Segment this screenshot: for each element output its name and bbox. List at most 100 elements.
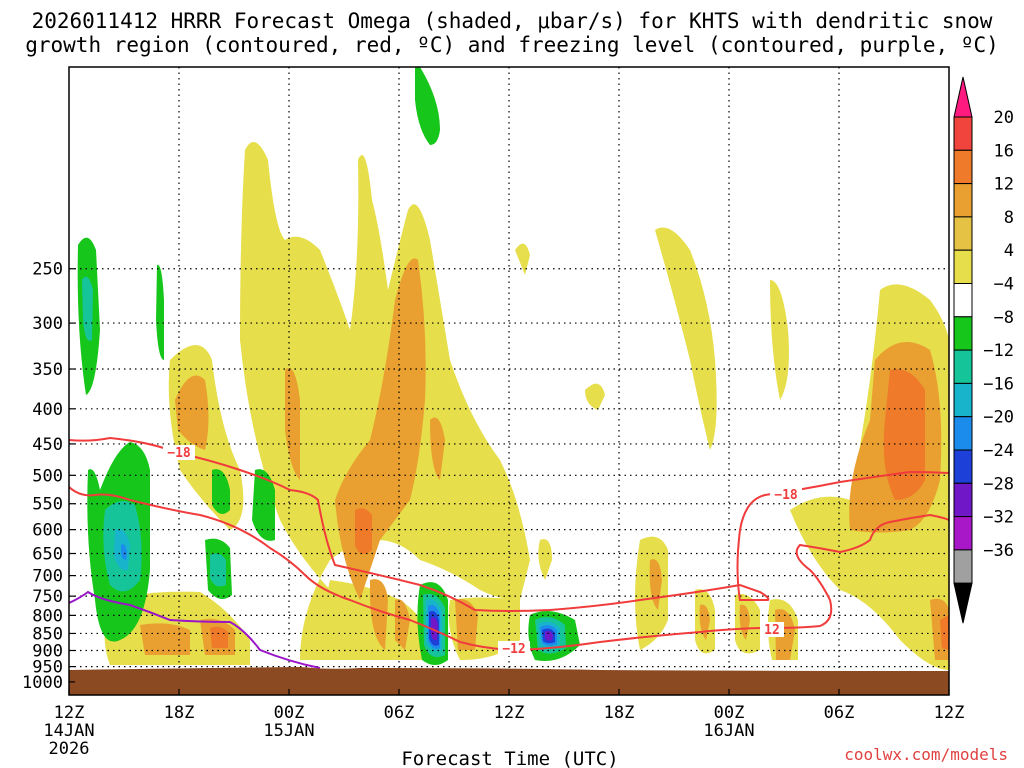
omega-region: [355, 508, 372, 554]
colorbar-label: −28: [983, 474, 1014, 494]
colorbar-label: −20: [983, 408, 1014, 428]
colorbar-swatch: [953, 516, 973, 551]
omega-region: [210, 553, 226, 587]
omega-region: [252, 469, 275, 541]
x-axis-title: Forecast Time (UTC): [401, 748, 618, 768]
omega-region: [545, 631, 553, 641]
omega-region: [370, 579, 388, 650]
colorbar-swatch: [953, 382, 973, 418]
x-tick-label: 18Z: [604, 703, 635, 723]
colorbar-label: −24: [983, 441, 1014, 461]
omega-region: [775, 609, 795, 660]
y-tick-label: 850: [32, 624, 63, 644]
colorbar-top-arrow: [953, 76, 973, 118]
omega-region: [415, 67, 440, 145]
omega-region: [538, 539, 552, 580]
omega-region: [82, 276, 93, 341]
colorbar-swatch: [953, 116, 973, 151]
y-tick-label: 600: [32, 521, 63, 541]
y-tick-label: 400: [32, 400, 63, 420]
omega-region: [431, 617, 438, 641]
y-tick-label: 950: [32, 658, 63, 678]
y-tick-label: 300: [32, 314, 63, 334]
x-tick-date: 15JAN: [263, 721, 314, 741]
colorbar-label: −8: [994, 308, 1014, 328]
contour-label: −18: [167, 446, 191, 461]
x-tick-label: 12Z: [934, 703, 965, 723]
y-tick-label: 750: [32, 587, 63, 607]
y-tick-label: 1000: [22, 673, 63, 693]
omega-region: [515, 243, 530, 275]
freezing-level-contour: [69, 590, 321, 669]
omega-region: [940, 615, 949, 650]
omega-region: [739, 604, 750, 640]
omega-region: [140, 623, 190, 655]
x-tick-label: 18Z: [164, 703, 195, 723]
contour-label-bg: [163, 445, 195, 460]
colorbar-swatch: [953, 416, 973, 451]
y-tick-label: 450: [32, 435, 63, 455]
y-axis: 2503003504004505005506006507007508008509…: [22, 260, 75, 693]
omega-region: [210, 626, 228, 648]
dgz-contour: [69, 486, 949, 652]
colorbar-swatch: [953, 216, 973, 251]
colorbar-swatch: [953, 149, 973, 185]
omega-region: [156, 264, 164, 360]
x-tick-year: 2026: [49, 739, 90, 759]
dgz-contour: [69, 436, 949, 612]
colorbar-swatch: [953, 549, 973, 584]
contour-label-bg: [760, 622, 784, 637]
contour-label-bg: [770, 487, 802, 502]
colorbar-swatch: [953, 349, 973, 384]
colorbar-swatch: [953, 316, 973, 351]
colorbar-label: −4: [994, 275, 1014, 295]
y-tick-label: 550: [32, 495, 63, 515]
colorbar: 20 16 12 8 4 −4 −8 −12 −16 −20 −24 −28 −32 −36: [953, 76, 1014, 624]
colorbar-label: 4: [1004, 241, 1014, 261]
colorbar-label: −36: [983, 541, 1014, 561]
omega-region: [430, 417, 445, 480]
chart-title-line1: 2026011412 HRRR Forecast Omega (shaded, …: [32, 9, 993, 33]
colorbar-swatch: [953, 482, 973, 518]
y-tick-label: 350: [32, 360, 63, 380]
omega-shading: [77, 67, 949, 670]
y-tick-label: 900: [32, 641, 63, 661]
omega-region: [770, 280, 789, 400]
colorbar-label: 8: [1004, 208, 1014, 228]
contour-labels: −18 −18 −12 12: [163, 445, 802, 657]
x-tick-label: 12Z: [494, 703, 525, 723]
credit-text: coolwx.com/models: [844, 745, 1008, 764]
contour-label: 12: [764, 623, 780, 638]
contour-label-bg: [498, 641, 530, 656]
y-tick-label: 250: [32, 260, 63, 280]
colorbar-swatch: [953, 249, 973, 284]
omega-region: [121, 544, 127, 560]
y-tick-label: 650: [32, 545, 63, 565]
x-tick-date: 16JAN: [703, 721, 754, 741]
y-tick-label: 500: [32, 466, 63, 486]
colorbar-label: 16: [994, 141, 1014, 161]
colorbar-label: 12: [994, 175, 1014, 195]
omega-region: [212, 469, 230, 514]
omega-region: [585, 383, 605, 410]
colorbar-label: 20: [994, 108, 1014, 128]
x-tick-label: 06Z: [824, 703, 855, 723]
x-tick-label: 06Z: [384, 703, 415, 723]
ground-terrain: [69, 667, 949, 695]
y-tick-label: 800: [32, 606, 63, 626]
colorbar-swatch: [953, 449, 973, 484]
y-tick-label: 700: [32, 567, 63, 587]
contour-label: −12: [502, 642, 525, 657]
omega-region: [455, 599, 478, 650]
x-tick-label: 00Z: [714, 703, 745, 723]
x-tick-label: 12Z: [54, 703, 85, 723]
colorbar-label: −32: [983, 508, 1014, 528]
colorbar-label: −16: [983, 374, 1014, 394]
omega-region: [655, 227, 717, 450]
omega-region: [883, 369, 925, 500]
x-tick-label: 00Z: [274, 703, 305, 723]
colorbar-swatch: [953, 283, 973, 318]
omega-region: [175, 375, 209, 450]
